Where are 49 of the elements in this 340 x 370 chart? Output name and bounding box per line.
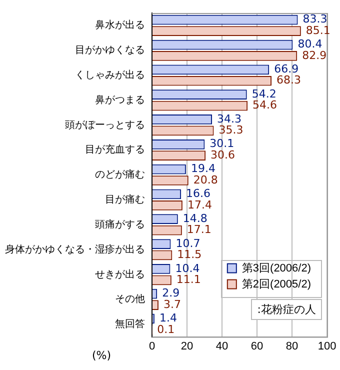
data-label: 83.3 (302, 12, 328, 26)
data-label: 19.4 (190, 162, 216, 176)
data-label: 0.1 (157, 322, 175, 336)
y-tick-label: のどが痛む (95, 168, 145, 181)
data-label: 10.7 (176, 236, 200, 250)
y-tick-label: 頭痛がする (95, 218, 145, 230)
legend-label: 第3回(2006/2) (242, 262, 312, 274)
data-label: 85.1 (306, 24, 330, 37)
data-label: 14.8 (182, 212, 208, 225)
data-label: 3.7 (163, 298, 181, 311)
y-tick-label: せきが出る (95, 268, 145, 280)
data-label: 35.3 (218, 124, 244, 137)
x-tick-label: 20 (180, 340, 194, 352)
y-tick-label: 鼻がつまる (95, 94, 145, 106)
data-label: 2.9 (162, 286, 180, 300)
data-label: 82.9 (302, 48, 327, 62)
y-tick-label: 身体がかゆくなる・湿疹が出る (5, 243, 145, 256)
x-tick-label: 80 (286, 340, 298, 352)
data-label: 20.8 (193, 173, 218, 186)
data-label: 54.6 (252, 98, 278, 112)
data-label: 11.1 (176, 272, 201, 286)
data-label: 54.2 (252, 87, 276, 100)
data-label: 66.9 (274, 62, 299, 76)
data-label: 80.4 (298, 38, 322, 51)
data-label: 30.1 (210, 137, 234, 150)
y-tick-label: 頭がぼーっとする (65, 120, 145, 131)
data-label: 11.5 (177, 248, 202, 262)
x-tick-label: 40 (216, 340, 228, 352)
x-axis-title: (%) (92, 349, 112, 362)
x-tick-label: 60 (250, 340, 264, 352)
data-label: 17.1 (186, 223, 212, 236)
x-tick-label: 100 (318, 340, 336, 352)
data-label: 10.4 (175, 262, 200, 275)
x-tick-label: 0 (148, 340, 156, 352)
y-tick-label: 目が痛む (105, 194, 145, 206)
y-tick-label: 無回答 (115, 318, 145, 330)
data-label: 34.3 (217, 112, 242, 126)
y-tick-label: その他 (115, 293, 145, 306)
data-label: 17.4 (187, 198, 212, 212)
data-label: 30.6 (210, 148, 236, 162)
annotation: :花粉症の人 (251, 299, 322, 320)
y-tick-label: 目がかゆくなる (75, 45, 145, 56)
data-label: 16.6 (186, 187, 211, 200)
data-label: 1.4 (159, 312, 177, 325)
y-tick-label: くしゃみが出る (75, 69, 145, 82)
y-tick-label: 鼻水が出る (95, 19, 145, 32)
data-label: 68.3 (276, 74, 302, 87)
y-tick-label: 目が充血する (85, 144, 145, 156)
legend-label: 第2回(2005/2) (242, 278, 312, 290)
